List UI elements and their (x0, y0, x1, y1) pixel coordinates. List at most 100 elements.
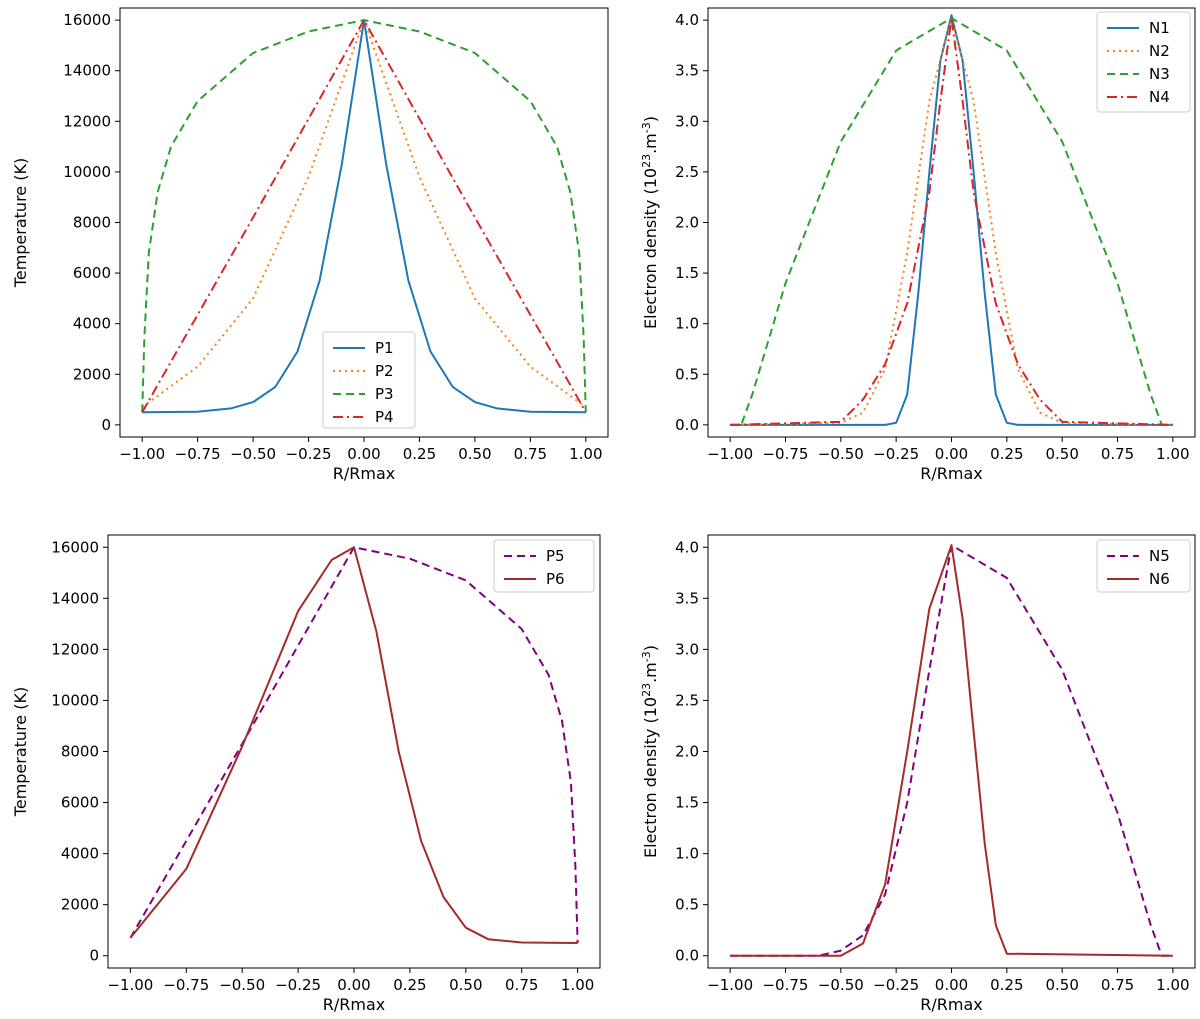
y-axis-label: Electron density (1023.m-3) (640, 645, 660, 858)
x-tick-label: −0.25 (873, 976, 919, 994)
y-tick-label: 8000 (73, 214, 111, 232)
series-line-n5 (730, 544, 1173, 957)
x-tick-label: −1.00 (119, 445, 165, 463)
x-tick-label: −0.75 (762, 445, 808, 463)
x-tick-label: 0.75 (514, 445, 547, 463)
x-tick-label: 1.00 (1156, 445, 1189, 463)
x-tick-label: −0.75 (163, 976, 209, 994)
legend-box (322, 331, 416, 429)
series-line-p5 (129, 546, 579, 944)
y-tick-label: 2000 (73, 365, 111, 383)
x-axis-label: R/Rmax (333, 464, 395, 483)
y-axis-label: Temperature (K) (11, 158, 30, 288)
y-tick-label: 2000 (61, 896, 99, 914)
chart-panel-top-left: −1.00 −0.75 −0.50 −0.25 0.00 0.25 0.50 0.75 1.00… (11, 7, 609, 483)
series-line-n3 (730, 17, 1173, 426)
y-tick-label: 2.5 (675, 691, 699, 709)
axes-frame (707, 534, 1196, 969)
legend-label-n6: N6 (1149, 570, 1170, 588)
x-tick-label: 0.50 (1045, 445, 1078, 463)
x-tick-label: 0.00 (347, 445, 380, 463)
legend: N1 N2 N3 N4 (1096, 11, 1191, 113)
y-tick-label: 3.0 (675, 112, 699, 130)
series-line-p3 (141, 19, 587, 413)
y-tick-label: 0 (101, 416, 111, 434)
y-tick-label: 3.5 (675, 62, 699, 80)
y-tick-label: 2.0 (675, 214, 699, 232)
series-line-n1 (730, 14, 1173, 426)
x-tick-label: 1.00 (561, 976, 594, 994)
y-tick-label: 6000 (61, 794, 99, 812)
y-tick-label: 0.5 (675, 365, 699, 383)
chart-panel-bottom-right: −1.00 −0.75 −0.50 −0.25 0.00 0.25 0.50 0.75 1.00… (640, 534, 1196, 1014)
legend-label-p1: P1 (375, 339, 394, 357)
x-tick-label: −0.50 (818, 445, 864, 463)
legend-label-p3: P3 (375, 385, 394, 403)
y-tick-label: 14000 (63, 62, 111, 80)
x-tick-label: 0.50 (458, 445, 491, 463)
y-tick-label: 4.0 (675, 538, 699, 556)
x-axis-label: R/Rmax (920, 464, 982, 483)
series-line-n6 (730, 544, 1173, 957)
series-line-p6 (129, 546, 578, 944)
y-axis-label: Electron density (1023.m-3) (640, 116, 660, 329)
y-tick-label: 16000 (51, 538, 99, 556)
x-tick-label: 0.25 (990, 976, 1023, 994)
x-tick-label: 0.00 (337, 976, 370, 994)
x-tick-label: 0.25 (393, 976, 426, 994)
legend-label-p5: P5 (546, 547, 565, 565)
legend-label-n2: N2 (1149, 42, 1170, 60)
y-tick-label: 8000 (61, 743, 99, 761)
legend: P1 P2 P3 P4 (322, 331, 416, 429)
y-tick-label: 4000 (61, 845, 99, 863)
x-tick-label: 0.25 (990, 445, 1023, 463)
x-tick-label: 0.50 (1045, 976, 1078, 994)
y-tick-label: 3.0 (675, 640, 699, 658)
legend-label-p4: P4 (375, 408, 394, 426)
y-axis-label: Temperature (K) (11, 687, 30, 817)
legend-label-n3: N3 (1149, 65, 1170, 83)
x-tick-label: 0.00 (935, 976, 968, 994)
y-tick-label: 12000 (51, 640, 99, 658)
chart-panel-bottom-left: −1.00 −0.75 −0.50 −0.25 0.00 0.25 0.50 0.75 1.00… (11, 534, 601, 1014)
x-tick-label: −0.75 (175, 445, 221, 463)
y-tick-label: 1.5 (675, 794, 699, 812)
y-tick-label: 10000 (63, 163, 111, 181)
y-tick-label: 1.0 (675, 315, 699, 333)
x-tick-label: 0.50 (449, 976, 482, 994)
x-tick-label: −0.25 (286, 445, 332, 463)
legend-box (1096, 539, 1191, 593)
x-tick-label: −1.00 (707, 445, 753, 463)
x-tick-label: 0.00 (935, 445, 968, 463)
x-tick-label: −0.50 (219, 976, 265, 994)
y-tick-label: 14000 (51, 589, 99, 607)
axes-frame (107, 534, 601, 969)
x-tick-label: −0.75 (762, 976, 808, 994)
x-tick-label: 0.75 (505, 976, 538, 994)
legend-box (493, 539, 595, 593)
y-tick-label: 4000 (73, 315, 111, 333)
y-tick-label: 0.0 (675, 416, 699, 434)
legend-label-n5: N5 (1149, 547, 1170, 565)
y-tick-label: 16000 (63, 11, 111, 29)
x-tick-label: −0.25 (275, 976, 321, 994)
x-tick-label: 1.00 (1156, 976, 1189, 994)
legend-box (1096, 11, 1191, 113)
x-tick-label: −0.50 (230, 445, 276, 463)
y-tick-label: 0 (89, 947, 99, 965)
y-tick-label: 0.5 (675, 896, 699, 914)
x-tick-label: −0.50 (818, 976, 864, 994)
x-tick-label: 0.75 (1101, 445, 1134, 463)
legend-label-p6: P6 (546, 570, 565, 588)
y-tick-label: 2.5 (675, 163, 699, 181)
y-tick-label: 4.0 (675, 11, 699, 29)
y-tick-label: 2.0 (675, 743, 699, 761)
y-tick-label: 1.0 (675, 845, 699, 863)
x-tick-label: −1.00 (107, 976, 153, 994)
y-tick-label: 0.0 (675, 947, 699, 965)
x-tick-label: 0.25 (403, 445, 436, 463)
legend-label-n4: N4 (1149, 88, 1170, 106)
